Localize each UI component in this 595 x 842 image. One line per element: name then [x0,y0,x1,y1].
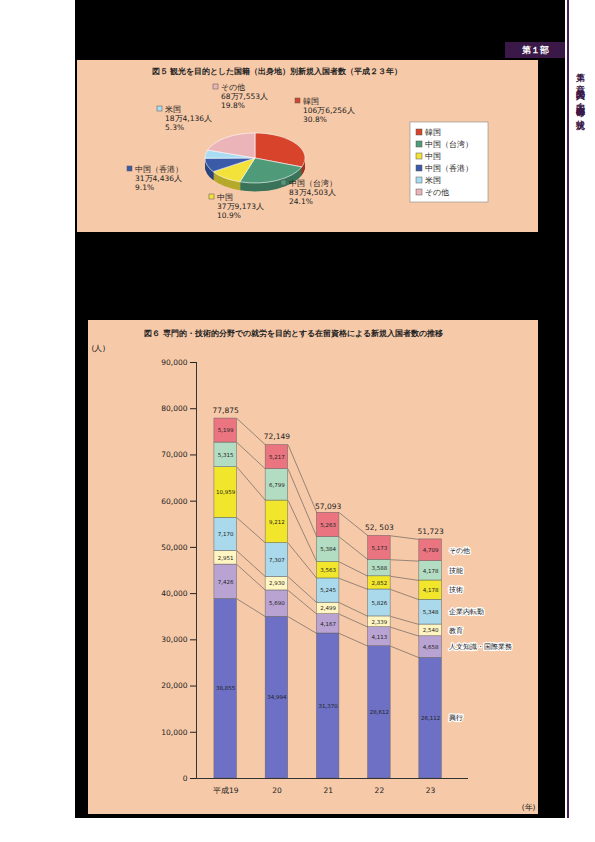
svg-text:50,000: 50,000 [161,543,187,552]
svg-text:52, 503: 52, 503 [365,523,394,532]
svg-text:80,000: 80,000 [161,404,187,413]
svg-text:3,588: 3,588 [371,565,387,571]
svg-text:その他68万7,553人19.8%: その他68万7,553人19.8% [221,83,268,110]
svg-text:26,112: 26,112 [421,715,440,721]
svg-text:5,384: 5,384 [320,546,336,552]
svg-text:10,000: 10,000 [161,728,187,737]
svg-text:その他: その他 [449,547,470,555]
svg-text:34,994: 34,994 [267,694,287,700]
svg-text:7,170: 7,170 [218,531,234,537]
svg-text:技能: 技能 [448,567,463,575]
svg-text:5,348: 5,348 [423,609,439,615]
svg-text:2,540: 2,540 [423,627,439,633]
svg-text:米国18万4,136人5.3%: 米国18万4,136人5.3% [165,105,212,132]
svg-text:技術: 技術 [448,586,463,594]
svg-text:6,799: 6,799 [269,482,285,488]
svg-text:7,426: 7,426 [218,579,234,585]
svg-text:5,199: 5,199 [218,427,234,433]
svg-text:0: 0 [183,774,188,783]
svg-text:4,167: 4,167 [320,621,336,627]
svg-text:70,000: 70,000 [161,450,187,459]
svg-text:5,217: 5,217 [269,454,285,460]
svg-text:中国（香港）: 中国（香港） [425,164,473,173]
svg-text:中国（台湾）: 中国（台湾） [425,140,473,149]
svg-text:5,690: 5,690 [269,600,285,606]
svg-text:10,959: 10,959 [216,489,236,495]
svg-text:中国（香港）31万4,436人9.1%: 中国（香港）31万4,436人9.1% [135,165,183,192]
svg-text:72,149: 72,149 [264,432,290,441]
svg-text:38,855: 38,855 [216,685,236,691]
svg-text:図５ 観光を目的とした国籍（出身地）別新規入国者数（平成２３: 図５ 観光を目的とした国籍（出身地）別新規入国者数（平成２３年） [152,67,403,76]
svg-text:米国: 米国 [425,176,441,185]
svg-text:2,930: 2,930 [269,580,285,586]
svg-text:4,178: 4,178 [423,587,439,593]
svg-text:57,093: 57,093 [315,502,341,511]
svg-text:教育: 教育 [449,626,463,635]
svg-text:5,263: 5,263 [320,522,336,528]
svg-text:7,307: 7,307 [269,557,285,563]
svg-text:韓国: 韓国 [425,128,441,137]
svg-text:2,339: 2,339 [371,619,387,625]
html-text:第１部: 第１部 [521,45,549,55]
svg-text:30,000: 30,000 [161,635,187,644]
svg-text:51,723: 51,723 [417,527,443,536]
svg-text:中国（台湾）83万4,503人24.1%: 中国（台湾）83万4,503人24.1% [289,179,337,206]
svg-text:(年): (年) [522,803,536,812]
html-text:第１章 外国人の入国・在留等の状況: 第１章 外国人の入国・在留等の状況 [576,66,586,116]
svg-text:31,370: 31,370 [319,703,339,709]
svg-text:(人): (人) [92,344,106,353]
svg-text:5,245: 5,245 [320,587,336,593]
svg-text:5,315: 5,315 [218,452,234,458]
html-text:図６ 専門的・技術的分野での就労を目的とする在留資格による新: 図６ 専門的・技術的分野での就労を目的とする在留資格による新規入国者数の推移 [144,329,443,338]
svg-text:4,178: 4,178 [423,568,439,574]
svg-text:韓国106万6,256人30.8%: 韓国106万6,256人30.8% [303,97,355,124]
svg-text:5,173: 5,173 [371,545,387,551]
svg-text:23: 23 [426,786,436,795]
svg-text:9,212: 9,212 [269,519,285,525]
svg-text:4,113: 4,113 [371,634,387,640]
svg-text:77,875: 77,875 [213,406,239,415]
svg-text:興行: 興行 [449,714,463,722]
svg-text:中国: 中国 [425,152,441,161]
svg-text:28,612: 28,612 [370,709,389,715]
svg-text:22: 22 [375,786,385,795]
svg-text:人文知識・国際業務: 人文知識・国際業務 [449,643,512,651]
svg-text:5,826: 5,826 [371,600,387,606]
svg-text:21: 21 [323,786,333,795]
svg-text:2,852: 2,852 [371,580,387,586]
svg-text:4,709: 4,709 [423,547,439,553]
svg-text:3,563: 3,563 [320,567,336,573]
svg-text:20,000: 20,000 [161,681,187,690]
svg-text:企業内転勤: 企業内転勤 [449,608,484,616]
svg-text:その他: その他 [425,188,449,197]
svg-text:2,499: 2,499 [320,605,336,611]
svg-text:20: 20 [272,786,282,795]
svg-text:4,658: 4,658 [423,644,439,650]
svg-text:平成19: 平成19 [213,786,239,795]
svg-text:2,951: 2,951 [218,555,234,561]
svg-text:中国37万9,173人10.9%: 中国37万9,173人10.9% [217,193,264,220]
svg-text:90,000: 90,000 [161,358,187,367]
svg-text:60,000: 60,000 [161,497,187,506]
svg-text:40,000: 40,000 [161,589,187,598]
